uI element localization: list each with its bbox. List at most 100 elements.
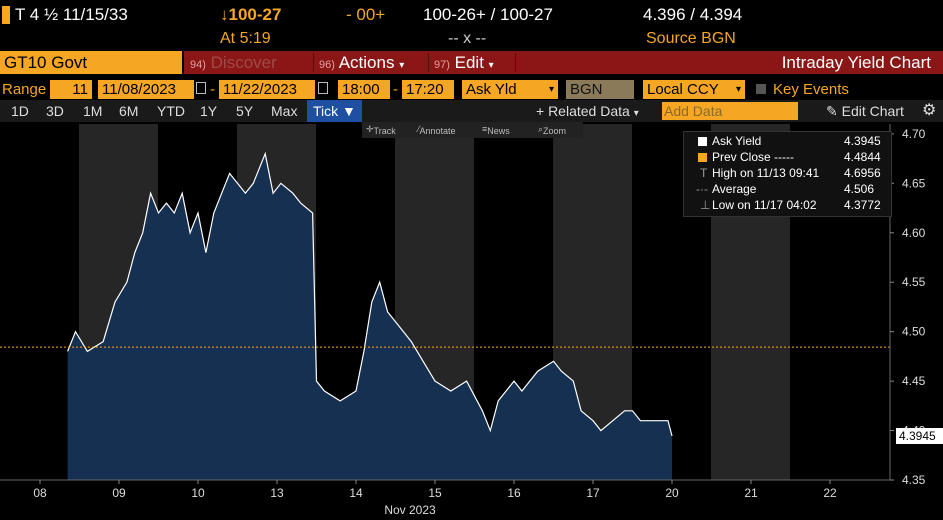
y-tick-label: 4.50 (902, 325, 926, 339)
track-tool[interactable]: ✛ Track (366, 124, 396, 136)
edit-chart-button[interactable]: ✎ Edit Chart (826, 100, 904, 122)
quote-source: Source BGN (646, 30, 736, 47)
edit-chart-label: Edit Chart (841, 103, 904, 119)
key-events-label: Key Events (773, 81, 849, 98)
last-value-box (896, 427, 943, 444)
start-time-field[interactable]: 18:00 (338, 80, 390, 99)
track-label: Track (373, 126, 396, 136)
average-marker-icon: -·- (696, 182, 708, 196)
legend-label: Average (712, 182, 757, 196)
page-title: Intraday Yield Chart (781, 53, 931, 72)
orange-square-icon (698, 153, 707, 162)
session-band (0, 124, 79, 480)
legend-value: 4.3945 (844, 134, 881, 148)
y-tick-label: 4.60 (902, 226, 926, 240)
period-tabs: 1D 3D 1M 6M YTD 1Y 5Y Max Tick ▼ + Relat… (0, 100, 943, 122)
x-tick-label: 22 (823, 486, 837, 500)
tab-1d[interactable]: 1D (11, 103, 29, 119)
date-dash: - (210, 81, 215, 98)
change-fraction: - 00+ (346, 5, 386, 24)
time-dash: - (393, 81, 398, 98)
edit-menu[interactable]: 97) Edit ▾ (434, 51, 494, 74)
x-tick-label: 09 (112, 486, 126, 500)
last-value-label: 4.3945 (896, 427, 943, 444)
end-date-field[interactable]: 11/22/2023 (219, 80, 315, 99)
x-tick-label: 14 (349, 486, 363, 500)
tab-ytd[interactable]: YTD (157, 103, 185, 119)
actions-label: Actions (338, 53, 395, 72)
field-select-value: Ask Yld (466, 81, 517, 98)
toolbar-divider (313, 53, 314, 72)
legend-label: High on 11/13 09:41 (712, 166, 820, 180)
toolbar-divider (428, 53, 429, 72)
quote-header: T 4 ½ 11/15/33 ↓100-27 - 00+ 100-26+ / 1… (0, 0, 943, 30)
actions-menu[interactable]: 96) Actions ▾ (319, 51, 404, 74)
tab-5y[interactable]: 5Y (236, 103, 254, 119)
dropdown-caret-icon: ▾ (735, 84, 741, 95)
end-time-field[interactable]: 17:20 (402, 80, 454, 99)
y-tick-label: 4.65 (902, 176, 926, 190)
tab-1m[interactable]: 1M (83, 103, 103, 119)
annotate-tool[interactable]: ⁄ Annotate (418, 124, 456, 136)
tab-max[interactable]: Max (271, 103, 298, 119)
news-tool[interactable]: ≡ News (482, 124, 510, 136)
x-tick-label: 21 (744, 486, 758, 500)
legend-item: -·- Average 4.506 (684, 182, 891, 198)
legend-item: ⊥ Low on 11/17 04:02 4.3772 (684, 198, 891, 214)
x-tick-label: 16 (507, 486, 521, 500)
currency-select-value: Local CCY (647, 81, 719, 98)
zoom-tool[interactable]: ⌕ Zoom (538, 124, 567, 136)
related-data-button[interactable]: + Related Data ▾ (536, 100, 639, 122)
x-tick-label: 20 (665, 486, 679, 500)
yield-line (67, 151, 673, 437)
white-square-icon (698, 137, 707, 146)
x-tick-label: 13 (270, 486, 284, 500)
security-name: T 4 ½ 11/15/33 (15, 5, 128, 24)
ticker-field[interactable]: GT10 Govt (0, 51, 182, 74)
tab-1y[interactable]: 1Y (200, 103, 218, 119)
gear-icon[interactable]: ⚙ (922, 102, 937, 119)
annotate-label: Annotate (419, 126, 456, 136)
y-tick-label: 4.45 (902, 374, 926, 388)
x-tick-label: 08 (33, 486, 47, 500)
field-select[interactable]: Ask Yld ▾ (462, 80, 558, 99)
actions-caret-icon: ▾ (399, 60, 405, 71)
low-marker-icon: ⊥ (700, 198, 711, 212)
calendar-icon[interactable] (196, 82, 206, 94)
tab-6m[interactable]: 6M (119, 103, 139, 119)
discover-menu[interactable]: 94) Discover (190, 51, 277, 74)
edit-label: Edit (454, 53, 484, 72)
legend-value: 4.3772 (844, 198, 881, 212)
toolbar-bar (184, 51, 943, 74)
x-tick-label: 15 (428, 486, 442, 500)
tab-tick[interactable]: Tick ▼ (307, 100, 362, 122)
tab-3d[interactable]: 3D (46, 103, 64, 119)
chart-tools: ✛ Track ⁄ Annotate ≡ News ⌕ Zoom (362, 122, 583, 138)
yield-chart[interactable]: 4.354.404.454.504.554.604.654.70 0809101… (0, 124, 943, 520)
quote-subheader: At 5:19 -- x -- Source BGN (0, 30, 943, 50)
quote-size: -- x -- (448, 30, 487, 47)
bid-ask-yield: 4.396 / 4.394 (643, 5, 743, 24)
currency-select[interactable]: Local CCY ▾ (643, 80, 745, 99)
function-toolbar: GT10 Govt 94) Discover 96) Actions ▾ 97)… (0, 51, 943, 74)
high-marker-icon: T (700, 166, 708, 180)
net-change: ↓100-27 (220, 5, 282, 24)
calendar-icon[interactable] (318, 82, 328, 94)
source-field[interactable]: BGN (566, 80, 634, 99)
zoom-label: Zoom (543, 126, 567, 136)
pencil-icon: ✎ (826, 103, 838, 119)
key-events-checkbox[interactable] (756, 84, 766, 94)
news-label: News (487, 126, 510, 136)
legend-label: Prev Close ----- (712, 150, 795, 164)
bid-ask-price: 100-26+ / 100-27 (423, 5, 553, 24)
y-axis: 4.354.404.454.504.554.604.654.70 (889, 124, 926, 487)
x-tick-label: 17 (586, 486, 600, 500)
range-label: Range (2, 81, 47, 98)
range-bar: Range 11 11/08/2023 - 11/22/2023 18:00 -… (0, 78, 943, 100)
x-axis: 08 09 10 13 14 15 16 17 20 21 22 Nov 2023 (0, 479, 890, 517)
legend-value: 4.4844 (844, 150, 881, 164)
edit-num: 97) (434, 59, 450, 71)
interval-field[interactable]: 11 (50, 80, 92, 99)
start-date-field[interactable]: 11/08/2023 (98, 80, 194, 99)
add-data-input[interactable]: Add Data (662, 102, 798, 120)
